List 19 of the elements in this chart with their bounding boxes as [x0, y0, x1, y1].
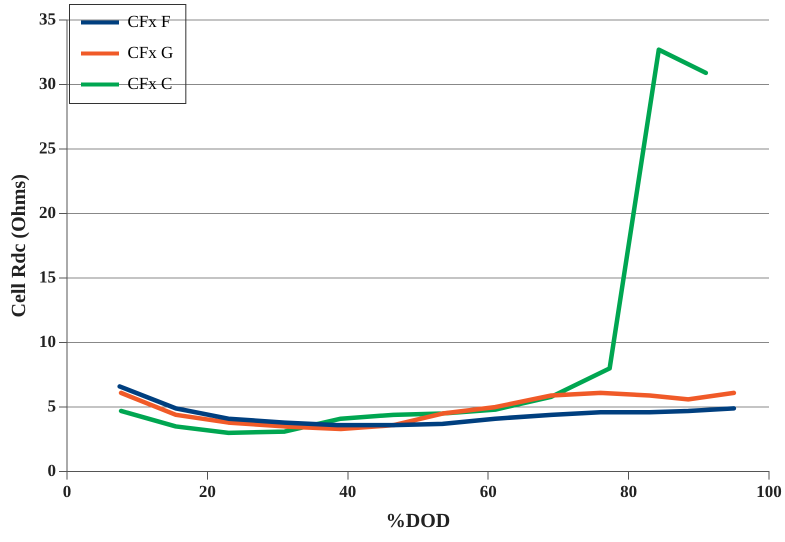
x-tick-label: 60 [480, 482, 497, 502]
y-tick-label: 10 [39, 332, 56, 351]
x-axis-title: %DOD [386, 510, 450, 532]
y-tick-label: 20 [39, 202, 56, 222]
x-tick-label: 40 [339, 482, 356, 502]
y-tick-label: 25 [39, 138, 56, 158]
x-tick-label: 20 [198, 482, 216, 502]
y-tick-label: 0 [48, 460, 56, 480]
legend-label: CFx C [128, 74, 172, 93]
x-tick-label: 100 [756, 482, 782, 502]
y-tick-label: 5 [48, 396, 56, 416]
x-tick-label: 0 [62, 482, 72, 502]
y-tick-label: 15 [39, 267, 56, 286]
y-axis-title: Cell Rdc (Ohms) [8, 174, 30, 318]
legend-label: CFx G [128, 42, 174, 62]
y-tick-label: 35 [39, 9, 56, 28]
y-tick-label: 30 [39, 74, 56, 93]
x-tick-label: 80 [620, 482, 638, 502]
legend-label: CFx F [128, 12, 170, 31]
